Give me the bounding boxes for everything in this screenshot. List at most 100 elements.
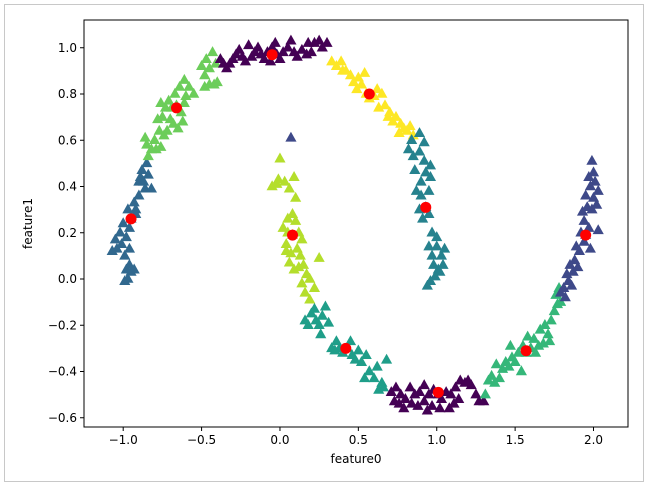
y-tick-label: 0.0	[58, 272, 77, 286]
data-point-triangle	[178, 73, 190, 84]
data-point-triangle	[415, 175, 427, 186]
x-tick-label: 0.5	[349, 433, 368, 447]
data-point-triangle	[297, 258, 310, 269]
data-point-triangle	[377, 381, 390, 392]
cluster-center-point	[170, 102, 182, 114]
data-point-triangle	[564, 258, 576, 269]
data-point-triangle	[200, 53, 212, 64]
data-point-triangle	[373, 101, 385, 112]
data-point-triangle	[304, 293, 316, 304]
x-tick-label: −0.5	[187, 433, 216, 447]
data-point-triangle	[368, 372, 380, 383]
data-point-triangle	[578, 235, 590, 246]
data-point-triangle	[290, 214, 302, 225]
data-point-triangle	[393, 397, 405, 408]
data-point-triangle	[119, 275, 131, 286]
y-tick-label: −0.2	[48, 318, 77, 332]
data-point-triangle	[178, 97, 190, 107]
data-point-triangle	[412, 399, 424, 410]
data-point-triangle	[272, 173, 284, 184]
cluster-center-point	[580, 229, 592, 241]
data-point-triangle	[380, 353, 393, 364]
data-point-triangle	[497, 362, 509, 373]
data-point-triangle	[584, 242, 596, 253]
data-point-triangle	[578, 214, 590, 225]
data-point-triangle	[418, 395, 430, 406]
data-point-triangle	[283, 256, 295, 267]
data-point-triangle	[156, 110, 168, 121]
x-tick-label: 1.5	[506, 433, 525, 447]
data-point-triangle	[418, 136, 430, 147]
cluster-center-point	[432, 386, 444, 398]
data-point-triangle	[409, 164, 421, 175]
data-point-triangle	[282, 41, 294, 52]
y-axis-ticks: −0.6 −0.4 −0.2 0.0 0.2 0.4 0.6 0.8 1.0	[48, 41, 84, 425]
data-point-triangle	[337, 64, 349, 75]
data-point-triangle	[592, 224, 604, 235]
data-point-triangle	[355, 78, 368, 89]
cluster-center-point	[125, 213, 137, 225]
data-point-triangle	[128, 263, 140, 274]
data-point-triangle	[117, 217, 129, 228]
data-point-triangle	[406, 397, 418, 408]
data-point-triangle	[542, 328, 554, 339]
x-tick-label: 2.0	[584, 433, 603, 447]
data-point-triangle	[109, 233, 121, 244]
data-point-triangle	[139, 131, 151, 142]
data-point-triangle	[565, 279, 578, 290]
data-point-triangle	[592, 184, 604, 195]
data-point-triangle	[470, 388, 482, 399]
data-point-triangle	[280, 245, 292, 255]
data-point-triangle	[153, 124, 165, 135]
data-point-triangle	[291, 242, 303, 253]
data-point-triangle	[398, 402, 410, 413]
data-point-triangle	[133, 189, 145, 200]
y-tick-label: 0.2	[58, 226, 77, 240]
data-point-triangle	[319, 300, 332, 311]
data-point-triangle	[321, 36, 333, 47]
data-point-triangle	[434, 402, 446, 413]
data-point-triangle	[277, 221, 289, 232]
data-point-triangle	[322, 316, 335, 327]
data-point-triangle	[141, 157, 153, 168]
data-point-triangle	[404, 120, 416, 131]
data-point-triangle	[304, 272, 316, 283]
data-point-triangle	[363, 365, 375, 376]
data-point-triangle	[349, 353, 361, 364]
data-point-triangle	[423, 184, 435, 195]
data-point-triangle	[252, 41, 264, 52]
data-point-triangle	[305, 46, 317, 57]
data-point-triangle	[116, 238, 128, 249]
data-point-triangle	[385, 386, 397, 397]
data-point-triangle	[359, 66, 371, 77]
cluster-centers	[125, 49, 592, 398]
data-point-triangle	[288, 171, 300, 181]
data-point-triangle	[522, 330, 534, 341]
data-point-triangle	[404, 381, 416, 392]
data-point-triangle	[490, 358, 502, 369]
data-point-triangle	[188, 87, 200, 98]
data-point-triangle	[330, 335, 342, 346]
data-point-triangle	[351, 83, 363, 94]
data-point-triangle	[478, 395, 490, 406]
data-point-triangle	[163, 94, 175, 105]
data-point-triangle	[123, 221, 136, 232]
data-point-triangle	[570, 240, 582, 251]
data-point-triangle	[164, 113, 176, 124]
data-point-triangle	[142, 150, 154, 161]
data-point-triangle	[431, 231, 443, 242]
x-tick-label: 0.0	[270, 433, 289, 447]
data-point-triangle	[335, 55, 347, 66]
data-point-triangle	[443, 402, 455, 413]
data-point-triangle	[559, 291, 571, 302]
data-point-triangle	[479, 388, 491, 399]
data-point-triangle	[555, 286, 567, 297]
data-point-triangle	[169, 87, 181, 98]
data-point-triangle	[426, 399, 438, 410]
data-point-triangle	[291, 50, 303, 61]
plot-area	[83, 19, 629, 428]
data-point-triangle	[465, 379, 477, 390]
data-point-triangle	[123, 258, 136, 269]
data-point-triangle	[155, 140, 167, 151]
data-point-triangle	[274, 152, 286, 163]
